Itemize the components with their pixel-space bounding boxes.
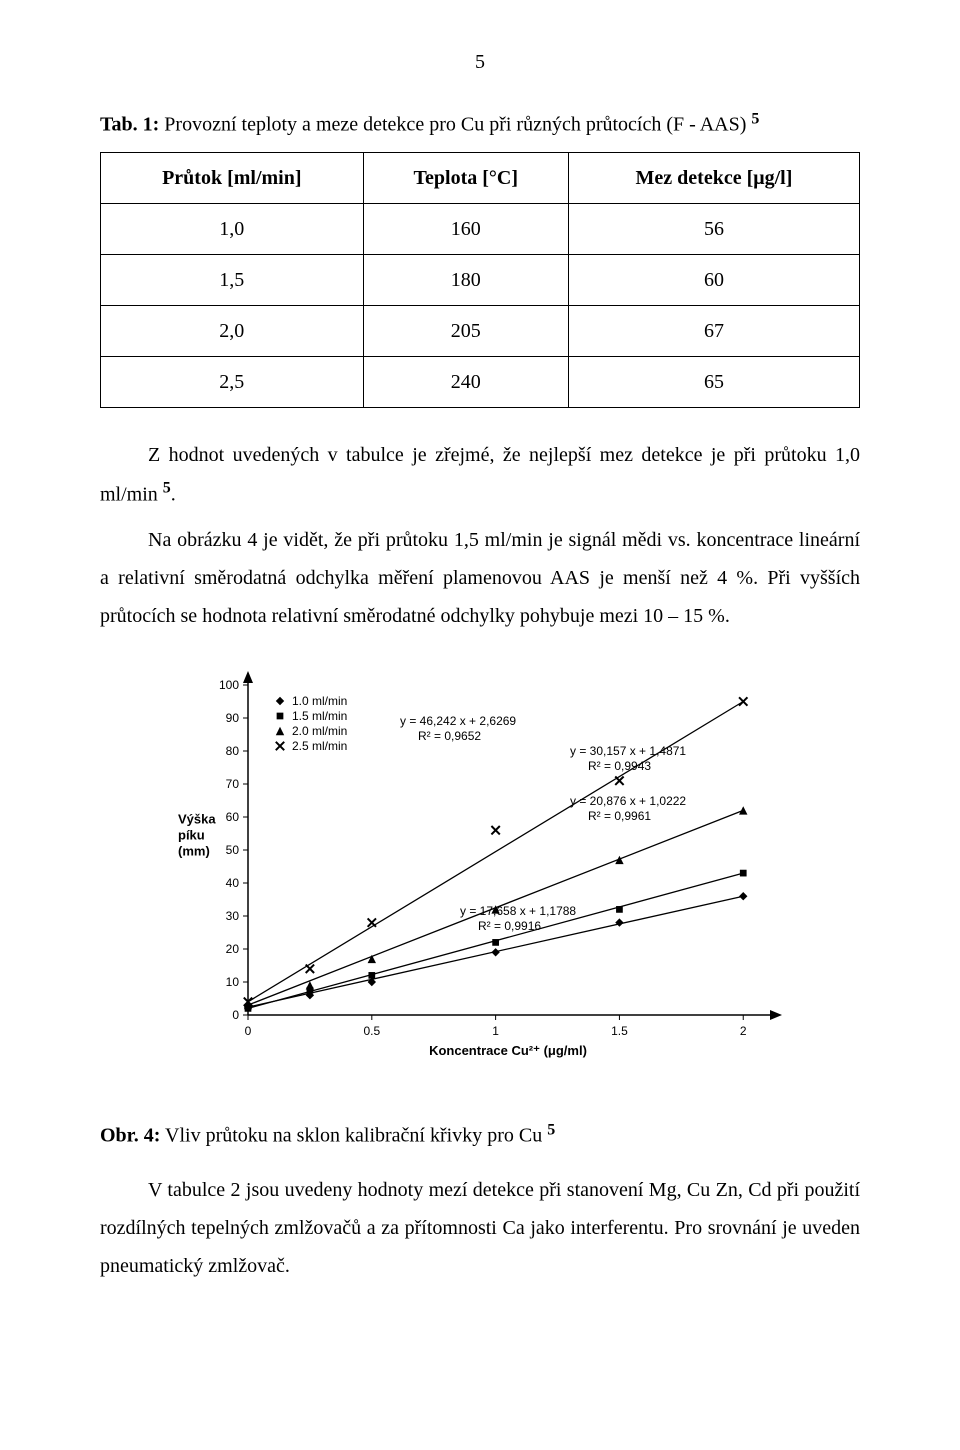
table-cell: 240 [363, 356, 568, 407]
svg-text:0: 0 [232, 1008, 239, 1022]
table1-col0: Průtok [ml/min] [101, 152, 364, 203]
svg-text:R² = 0,9652: R² = 0,9652 [418, 729, 481, 743]
svg-text:10: 10 [226, 975, 240, 989]
chart-svg: 0 10 20 30 40 50 60 70 80 90 100 0 0.5 1 1.5 2 Koncentra… [160, 665, 800, 1085]
svg-text:1.5: 1.5 [611, 1024, 628, 1038]
svg-text:70: 70 [226, 777, 240, 791]
table1-caption-text: Provozní teploty a meze detekce pro Cu p… [159, 114, 751, 136]
svg-text:1.5 ml/min: 1.5 ml/min [292, 709, 347, 723]
svg-text:R² = 0,9961: R² = 0,9961 [588, 809, 651, 823]
table-row: 1,016056 [101, 203, 860, 254]
table-cell: 1,5 [101, 254, 364, 305]
paragraph2: Na obrázku 4 je vidět, že při průtoku 1,… [100, 521, 860, 635]
svg-text:y = 46,242 x + 2,6269: y = 46,242 x + 2,6269 [400, 714, 516, 728]
table-row: 2,524065 [101, 356, 860, 407]
svg-text:2: 2 [740, 1024, 747, 1038]
svg-text:60: 60 [226, 810, 240, 824]
svg-text:50: 50 [226, 843, 240, 857]
table-cell: 65 [568, 356, 859, 407]
svg-text:40: 40 [226, 876, 240, 890]
table-cell: 2,0 [101, 305, 364, 356]
svg-text:1.0 ml/min: 1.0 ml/min [292, 694, 347, 708]
svg-text:0.5: 0.5 [363, 1024, 380, 1038]
table-row: 2,020567 [101, 305, 860, 356]
svg-text:2.5 ml/min: 2.5 ml/min [292, 739, 347, 753]
figure4-caption-text: Vliv průtoku na sklon kalibrační křivky … [160, 1125, 547, 1147]
table1-footnote-ref: 5 [751, 110, 759, 127]
svg-text:20: 20 [226, 942, 240, 956]
table-cell: 1,0 [101, 203, 364, 254]
figure4-caption: Obr. 4: Vliv průtoku na sklon kalibrační… [100, 1115, 860, 1155]
svg-text:80: 80 [226, 744, 240, 758]
table-cell: 67 [568, 305, 859, 356]
table-cell: 160 [363, 203, 568, 254]
paragraph1: Z hodnot uvedených v tabulce je zřejmé, … [100, 436, 860, 514]
table-cell: 56 [568, 203, 859, 254]
svg-text:100: 100 [219, 678, 239, 692]
svg-text:90: 90 [226, 711, 240, 725]
figure4-caption-prefix: Obr. 4: [100, 1125, 160, 1147]
page-number: 5 [100, 50, 860, 74]
svg-text:Koncentrace Cu²⁺ (μg/ml): Koncentrace Cu²⁺ (μg/ml) [429, 1043, 587, 1058]
paragraph1-ref: 5 [163, 480, 171, 497]
table1-caption-prefix: Tab. 1: [100, 114, 159, 136]
table1-header-row: Průtok [ml/min] Teplota [°C] Mez detekce… [101, 152, 860, 203]
table1-caption: Tab. 1: Provozní teploty a meze detekce … [100, 104, 860, 144]
table1: Průtok [ml/min] Teplota [°C] Mez detekce… [100, 152, 860, 408]
table1-col2: Mez detekce [μg/l] [568, 152, 859, 203]
svg-text:y = 17,658 x + 1,1788: y = 17,658 x + 1,1788 [460, 904, 576, 918]
svg-text:Výška: Výška [178, 812, 216, 827]
svg-text:0: 0 [245, 1024, 252, 1038]
svg-text:píku: píku [178, 828, 205, 843]
svg-text:(mm): (mm) [178, 844, 210, 859]
table1-col1: Teplota [°C] [363, 152, 568, 203]
paragraph1-text: Z hodnot uvedených v tabulce je zřejmé, … [100, 444, 860, 506]
figure4-chart: 0 10 20 30 40 50 60 70 80 90 100 0 0.5 1 1.5 2 Koncentra… [160, 665, 800, 1085]
figure4-footnote-ref: 5 [547, 1121, 555, 1138]
table-cell: 2,5 [101, 356, 364, 407]
table-cell: 205 [363, 305, 568, 356]
paragraph1-tail: . [171, 483, 176, 505]
table-cell: 180 [363, 254, 568, 305]
svg-text:2.0 ml/min: 2.0 ml/min [292, 724, 347, 738]
svg-text:1: 1 [492, 1024, 499, 1038]
table-row: 1,518060 [101, 254, 860, 305]
svg-text:30: 30 [226, 909, 240, 923]
paragraph3: V tabulce 2 jsou uvedeny hodnoty mezí de… [100, 1171, 860, 1285]
table-cell: 60 [568, 254, 859, 305]
svg-text:R² = 0,9943: R² = 0,9943 [588, 759, 651, 773]
